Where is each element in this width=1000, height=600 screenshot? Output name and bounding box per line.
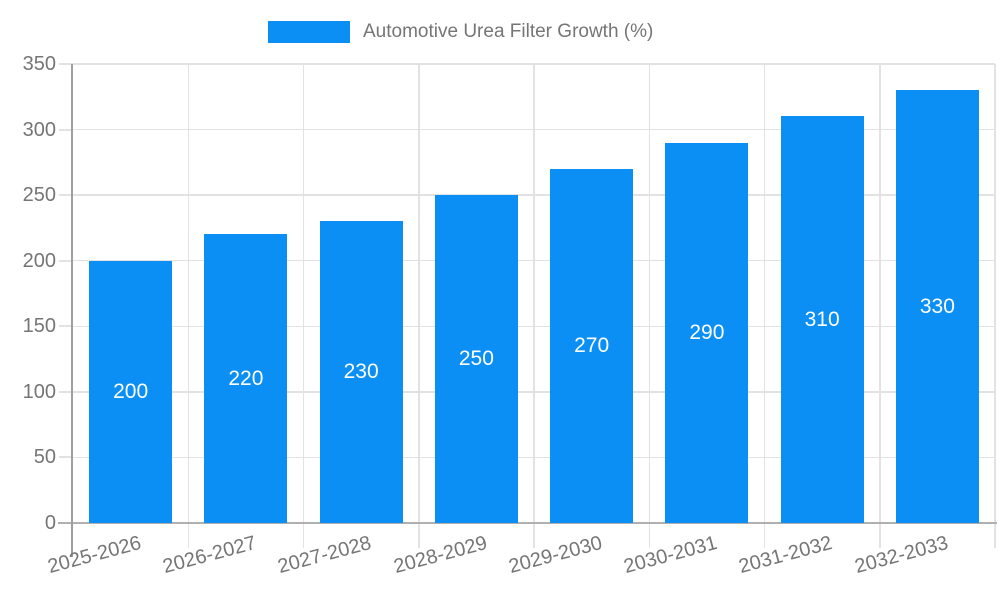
bar-value-label: 230 bbox=[343, 360, 379, 384]
y-axis-line bbox=[71, 64, 73, 557]
bar[interactable] bbox=[204, 234, 288, 523]
bar[interactable] bbox=[434, 195, 518, 523]
x-axis-tick bbox=[418, 523, 420, 548]
y-axis-tick-label: 150 bbox=[22, 315, 56, 338]
y-axis-tick-label: 100 bbox=[22, 380, 56, 403]
bar-value-label: 290 bbox=[689, 320, 725, 344]
bar[interactable] bbox=[550, 168, 634, 523]
x-gridline bbox=[533, 64, 535, 523]
y-axis-tick bbox=[59, 194, 73, 197]
bar[interactable] bbox=[780, 116, 864, 523]
y-axis-tick-label: 200 bbox=[22, 249, 56, 272]
bar-value-label: 220 bbox=[228, 366, 264, 390]
x-gridline bbox=[994, 64, 996, 523]
bar[interactable] bbox=[895, 90, 979, 523]
x-axis-tick-label: 2025-2026 bbox=[45, 531, 144, 578]
legend-swatch bbox=[268, 21, 350, 43]
bar-value-label: 310 bbox=[804, 307, 840, 331]
y-axis-tick-label: 300 bbox=[22, 118, 56, 141]
legend-label: Automotive Urea Filter Growth (%) bbox=[363, 21, 654, 42]
bar-value-label: 250 bbox=[458, 347, 494, 371]
x-gridline bbox=[418, 64, 420, 523]
x-gridline bbox=[763, 64, 766, 523]
x-axis-tick-label: 2027-2028 bbox=[275, 531, 375, 578]
x-axis-tick-label: 2031-2032 bbox=[736, 531, 836, 578]
y-axis-tick-label: 0 bbox=[44, 512, 56, 534]
x-axis-baseline bbox=[58, 522, 997, 524]
x-axis-tick bbox=[533, 523, 535, 548]
x-axis-tick bbox=[302, 523, 305, 548]
x-axis-tick bbox=[879, 523, 881, 548]
x-axis-tick bbox=[994, 523, 996, 548]
x-axis-tick-label: 2032-2033 bbox=[852, 531, 951, 578]
x-gridline bbox=[648, 64, 650, 523]
x-axis-tick bbox=[187, 523, 189, 548]
x-axis-tick-label: 2026-2027 bbox=[160, 531, 259, 578]
y-axis-tick-label: 250 bbox=[22, 184, 56, 207]
bar-value-label: 270 bbox=[574, 333, 610, 357]
x-axis-tick-label: 2028-2029 bbox=[391, 531, 490, 578]
x-axis-tick-label: 2030-2031 bbox=[621, 531, 720, 578]
x-gridline bbox=[879, 64, 881, 523]
y-axis-tick bbox=[59, 259, 73, 262]
x-axis-tick bbox=[763, 523, 766, 548]
x-gridline bbox=[302, 64, 305, 523]
y-axis-tick bbox=[59, 128, 73, 131]
y-axis-tick bbox=[59, 456, 73, 459]
bar-value-label: 330 bbox=[919, 294, 955, 318]
y-axis-tick-label: 50 bbox=[33, 446, 56, 469]
bar-value-label: 200 bbox=[113, 379, 149, 403]
y-axis-tick bbox=[59, 390, 73, 393]
bar[interactable] bbox=[89, 260, 173, 523]
x-axis-tick-label: 2029-2030 bbox=[506, 531, 605, 578]
x-gridline bbox=[187, 64, 189, 523]
y-axis-tick-label: 350 bbox=[22, 53, 56, 75]
y-axis-tick bbox=[59, 325, 73, 328]
bar[interactable] bbox=[665, 142, 749, 523]
bar[interactable] bbox=[319, 221, 403, 523]
x-axis-tick bbox=[648, 523, 650, 548]
legend-item[interactable]: Automotive Urea Filter Growth (%) bbox=[268, 20, 653, 44]
y-axis-tick bbox=[59, 63, 73, 65]
